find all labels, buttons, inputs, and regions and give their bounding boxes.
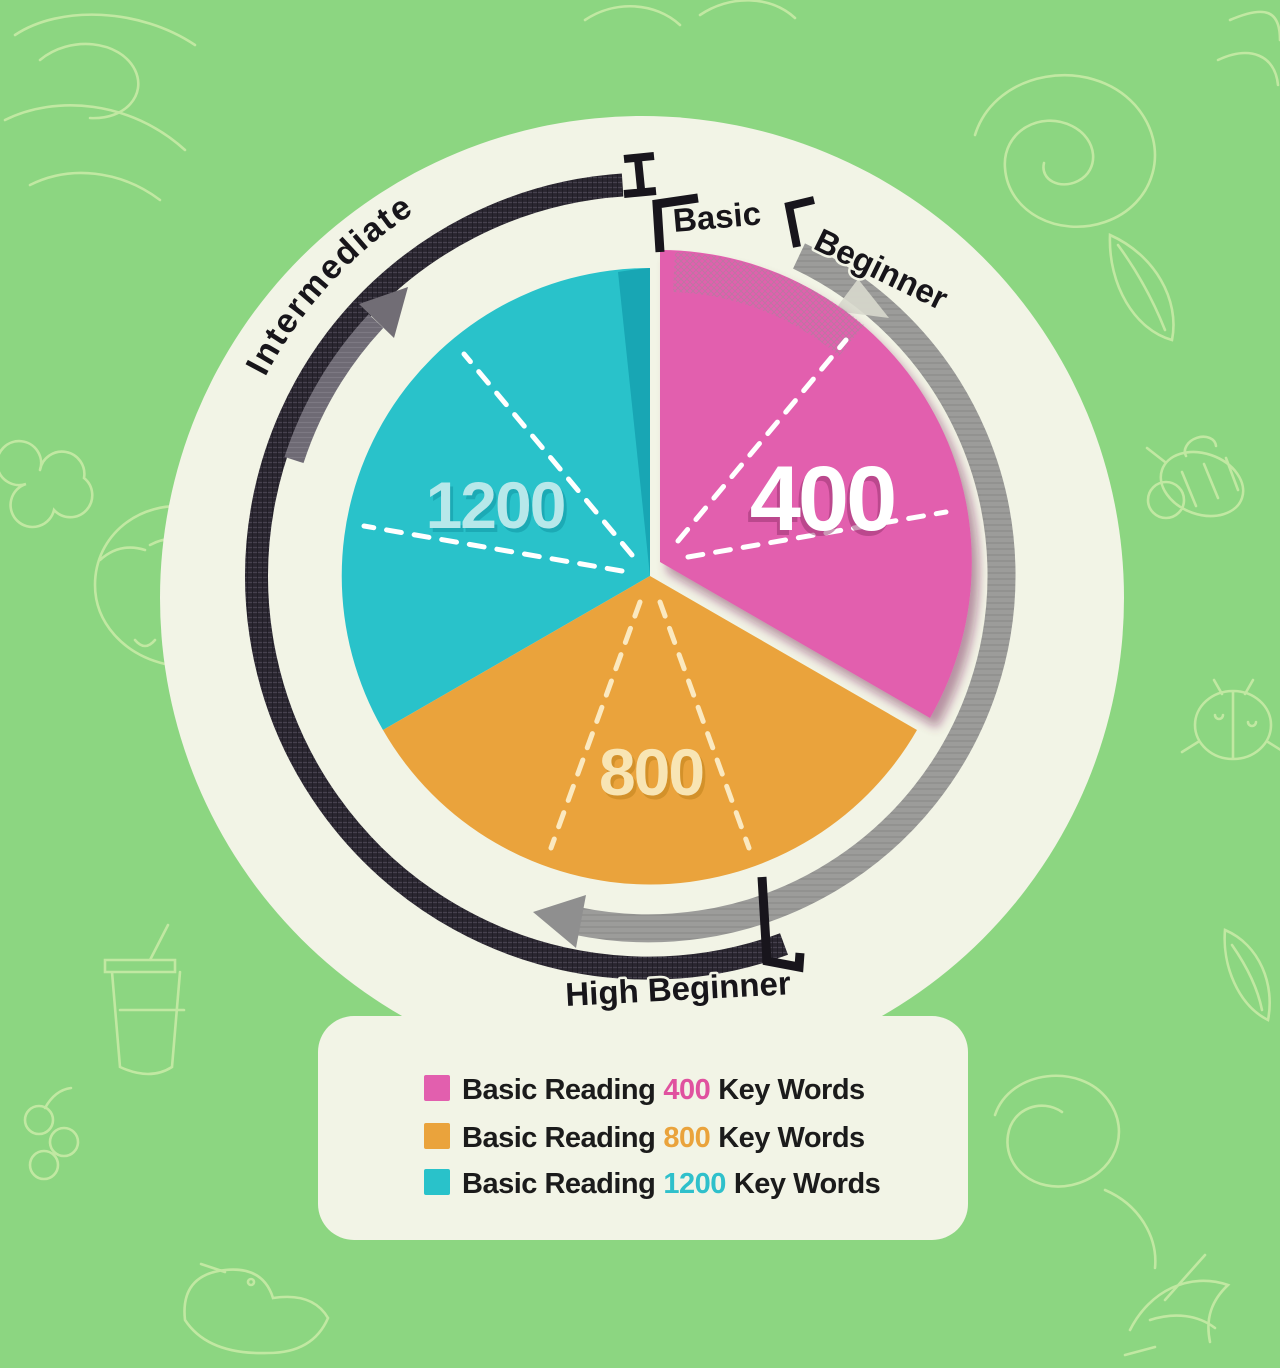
beginner-start-arrowhead-icon bbox=[834, 279, 889, 318]
intermediate-arrowhead-icon bbox=[359, 287, 408, 338]
pie-slice-1200 bbox=[341, 267, 650, 730]
legend-swatch-800 bbox=[424, 1123, 450, 1149]
legend-text-800: Basic Reading 800 Key Words bbox=[462, 1122, 865, 1154]
legend-text-1200: Basic Reading 1200 Key Words bbox=[462, 1168, 880, 1200]
beginner-arc bbox=[574, 243, 1016, 943]
pie-slice-400-hatch-shade bbox=[673, 252, 864, 356]
label-basic: Basic bbox=[671, 194, 762, 239]
doodle-bird-bottom-right bbox=[1123, 1253, 1231, 1357]
doodle-leaf-right bbox=[1223, 928, 1271, 1022]
level-brackets bbox=[652, 193, 815, 973]
legend-swatch-400 bbox=[424, 1075, 450, 1101]
doodle-cat-top-left bbox=[3, 13, 197, 202]
doodle-grapes-left bbox=[23, 1086, 80, 1181]
slice-label-1200-shadow: 1200 bbox=[429, 472, 568, 546]
legend-row-800: Basic Reading 800 Key Words bbox=[424, 1122, 865, 1154]
pie-slice-1200-shadow-edge bbox=[618, 268, 650, 576]
pie-slice-400-group: 400 400 bbox=[660, 250, 972, 718]
legend-row-400: Basic Reading 400 Key Words bbox=[424, 1074, 865, 1106]
slice-label-400: 400 bbox=[750, 448, 895, 550]
pie-slice-400 bbox=[660, 250, 972, 718]
intermediate-arc bbox=[245, 173, 788, 980]
slice-label-1200: 1200 bbox=[426, 468, 565, 542]
arc-end-cap-icon bbox=[623, 152, 657, 198]
doodle-rose-bottom-right bbox=[993, 1074, 1157, 1270]
beginner-bracket-icon bbox=[784, 196, 815, 248]
dashed-dividers-teal bbox=[361, 351, 635, 574]
high-beginner-bracket-icon bbox=[757, 876, 805, 973]
legend-text-400: Basic Reading 400 Key Words bbox=[462, 1074, 865, 1106]
doodle-ladybug-right bbox=[1180, 678, 1280, 761]
pie-chart: 1200 1200 800 800 bbox=[341, 267, 917, 885]
doodle-cup-bottom-left bbox=[103, 923, 186, 1076]
slice-label-800: 800 bbox=[599, 735, 703, 809]
slice-label-800-shadow: 800 bbox=[602, 739, 706, 813]
beginner-arrowhead-icon bbox=[533, 895, 586, 948]
dashed-dividers-pink bbox=[675, 337, 949, 560]
legend: Basic Reading 400 Key Words Basic Reading 8… bbox=[424, 1074, 881, 1200]
pie-slice-800 bbox=[383, 576, 917, 885]
doodle-duck-bottom-left bbox=[183, 1262, 330, 1355]
level-arcs bbox=[245, 152, 1016, 980]
doodle-bee-right bbox=[1145, 435, 1245, 520]
legend-card bbox=[318, 1016, 968, 1240]
slice-label-400-shadow: 400 bbox=[747, 453, 892, 555]
doodle-sprig-top-center bbox=[583, 0, 797, 27]
doodle-rose-top-right bbox=[973, 74, 1157, 228]
legend-swatch-1200 bbox=[424, 1169, 450, 1195]
doodle-flower-left bbox=[0, 439, 94, 529]
legend-row-1200: Basic Reading 1200 Key Words bbox=[424, 1168, 881, 1200]
intermediate-arrow-shaft bbox=[284, 314, 384, 464]
doodle-rose-leaf-top-right bbox=[1108, 10, 1280, 342]
dashed-dividers-orange bbox=[548, 599, 752, 851]
basic-bracket-icon bbox=[652, 193, 699, 253]
